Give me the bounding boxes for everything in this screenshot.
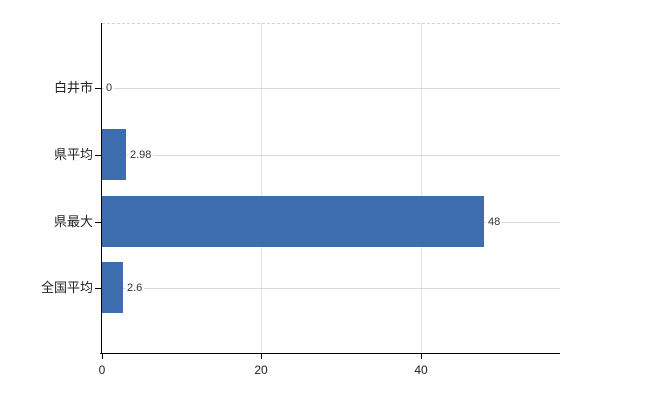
x-axis-tick	[261, 354, 262, 359]
category-gridline	[102, 88, 560, 89]
bar-2	[102, 129, 126, 180]
y-axis-tick	[95, 222, 101, 223]
plot-top-border	[102, 23, 560, 24]
y-axis-tick	[95, 288, 101, 289]
x-axis-tick	[421, 354, 422, 359]
value-label: 2.6	[125, 282, 145, 295]
category-label: 県最大	[53, 214, 93, 229]
y-axis-tick	[95, 88, 101, 89]
category-label: 全国平均	[40, 280, 93, 295]
x-axis-tick-label: 40	[414, 363, 428, 377]
category-label: 県平均	[53, 147, 93, 162]
category-label: 白井市	[53, 80, 93, 95]
y-axis-line	[101, 23, 102, 353]
x-axis-line	[100, 353, 560, 354]
x-axis-tick-label: 0	[98, 363, 106, 377]
vertical-gridline	[261, 23, 262, 353]
value-label: 0	[104, 82, 115, 95]
x-axis-tick-label: 20	[254, 363, 268, 377]
bar-3	[102, 196, 484, 247]
x-axis-tick	[102, 354, 103, 359]
bar-4	[102, 262, 123, 313]
category-gridline	[102, 155, 560, 156]
category-gridline	[102, 288, 560, 289]
y-axis-tick	[95, 155, 101, 156]
vertical-gridline	[421, 23, 422, 353]
value-label: 2.98	[128, 149, 154, 162]
value-label: 48	[486, 216, 503, 229]
